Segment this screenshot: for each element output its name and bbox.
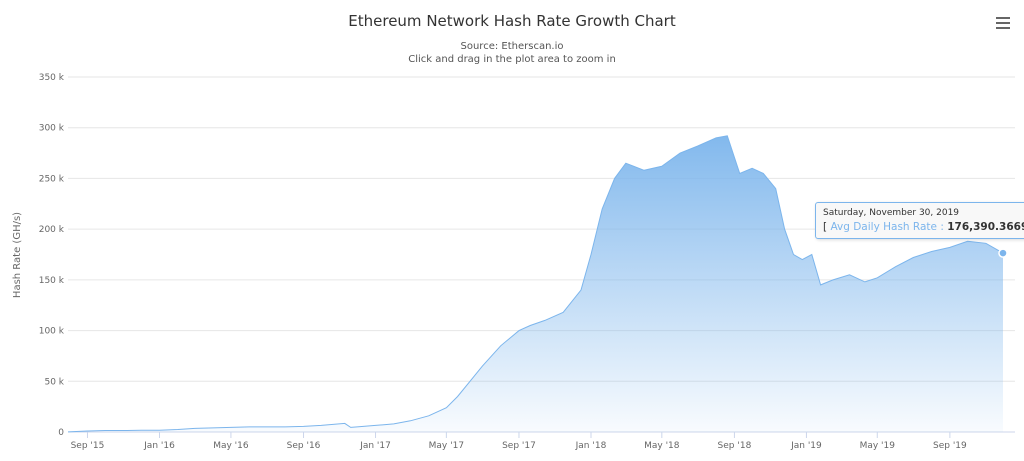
x-tick-label: May '19 bbox=[860, 441, 896, 451]
tooltip-series-name: Avg Daily Hash Rate bbox=[830, 221, 937, 233]
x-tick-label: May '18 bbox=[644, 441, 680, 451]
y-tick-label: 150 k bbox=[39, 276, 65, 286]
x-tick-label: Sep '18 bbox=[718, 441, 752, 451]
x-tick-label: Sep '19 bbox=[933, 441, 967, 451]
tooltip: Saturday, November 30, 2019 [ Avg Daily … bbox=[815, 202, 1024, 239]
y-tick-label: 50 k bbox=[44, 377, 64, 387]
tooltip-value: 176,390.3669 bbox=[947, 221, 1024, 233]
x-tick-label: Jan '19 bbox=[790, 441, 822, 451]
y-tick-label: 250 k bbox=[39, 174, 65, 184]
tooltip-separator: : bbox=[937, 221, 948, 233]
x-tick-label: May '17 bbox=[429, 441, 464, 451]
hover-marker bbox=[998, 248, 1008, 258]
tooltip-bracket-open: [ bbox=[823, 221, 831, 233]
x-tick-label: Sep '15 bbox=[71, 441, 105, 451]
y-axis-label: Hash Rate (GH/s) bbox=[12, 212, 23, 298]
x-tick-label: Jan '17 bbox=[359, 441, 391, 451]
x-tick-label: Sep '17 bbox=[502, 441, 536, 451]
y-tick-label: 300 k bbox=[39, 124, 65, 134]
chart-subtitle-hint: Click and drag in the plot area to zoom … bbox=[408, 54, 616, 65]
y-tick-label: 350 k bbox=[39, 73, 65, 83]
y-tick-label: 200 k bbox=[39, 225, 65, 235]
x-tick-label: Jan '16 bbox=[143, 441, 175, 451]
y-tick-label: 100 k bbox=[39, 327, 65, 337]
series-area bbox=[68, 135, 1003, 433]
tooltip-date: Saturday, November 30, 2019 bbox=[823, 208, 960, 218]
chart-subtitle-source: Source: Etherscan.io bbox=[461, 41, 564, 52]
series-line bbox=[67, 135, 1004, 433]
x-tick-label: Sep '16 bbox=[287, 441, 321, 451]
x-tick-label: May '16 bbox=[213, 441, 249, 451]
x-tick-label: Jan '18 bbox=[575, 441, 607, 451]
y-tick-label: 0 bbox=[58, 428, 64, 438]
chart-title: Ethereum Network Hash Rate Growth Chart bbox=[348, 12, 676, 30]
chart-menu-button[interactable] bbox=[996, 17, 1010, 29]
